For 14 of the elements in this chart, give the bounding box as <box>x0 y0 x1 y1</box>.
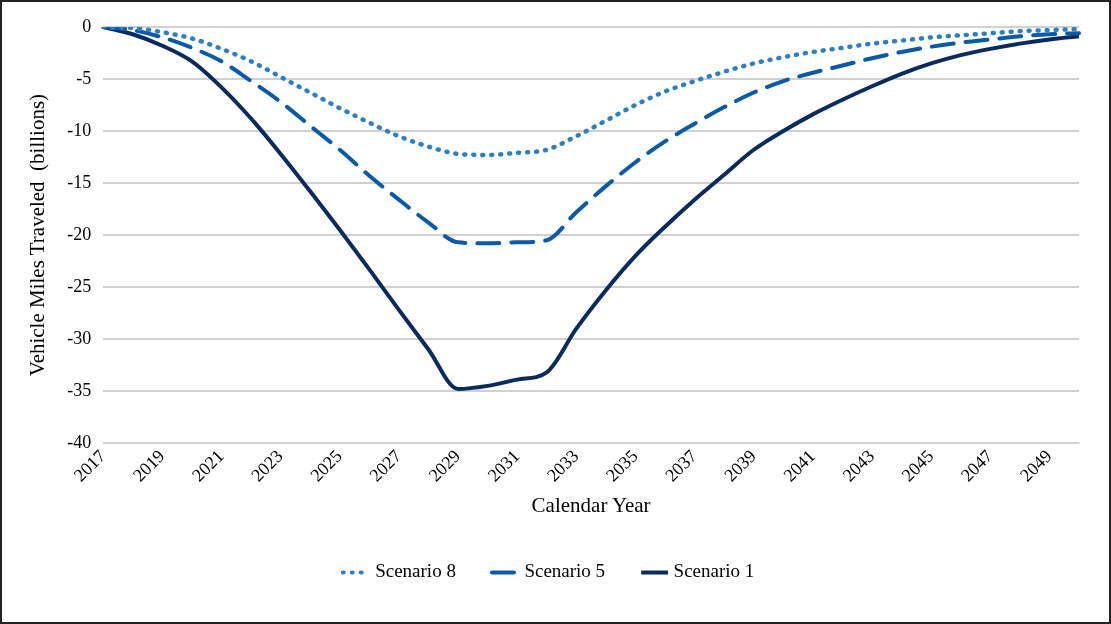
legend-label: Scenario 5 <box>524 560 606 582</box>
legend-label: Scenario 8 <box>375 560 456 582</box>
x-axis-title: Calendar Year <box>531 492 651 517</box>
y-tick-label: -40 <box>67 431 92 452</box>
y-tick-label: -5 <box>76 67 92 88</box>
legend-label: Scenario 1 <box>673 560 755 582</box>
y-tick-label: -30 <box>67 327 92 348</box>
y-tick-label: -20 <box>67 223 92 244</box>
y-axis-title: Vehicle Miles Traveled (billions) <box>25 93 50 377</box>
y-tick-label: -15 <box>67 171 92 192</box>
y-tick-label: 0 <box>82 15 92 36</box>
y-tick-label: -25 <box>67 275 92 296</box>
y-tick-label: -35 <box>67 379 92 400</box>
y-tick-label: -10 <box>67 119 92 140</box>
